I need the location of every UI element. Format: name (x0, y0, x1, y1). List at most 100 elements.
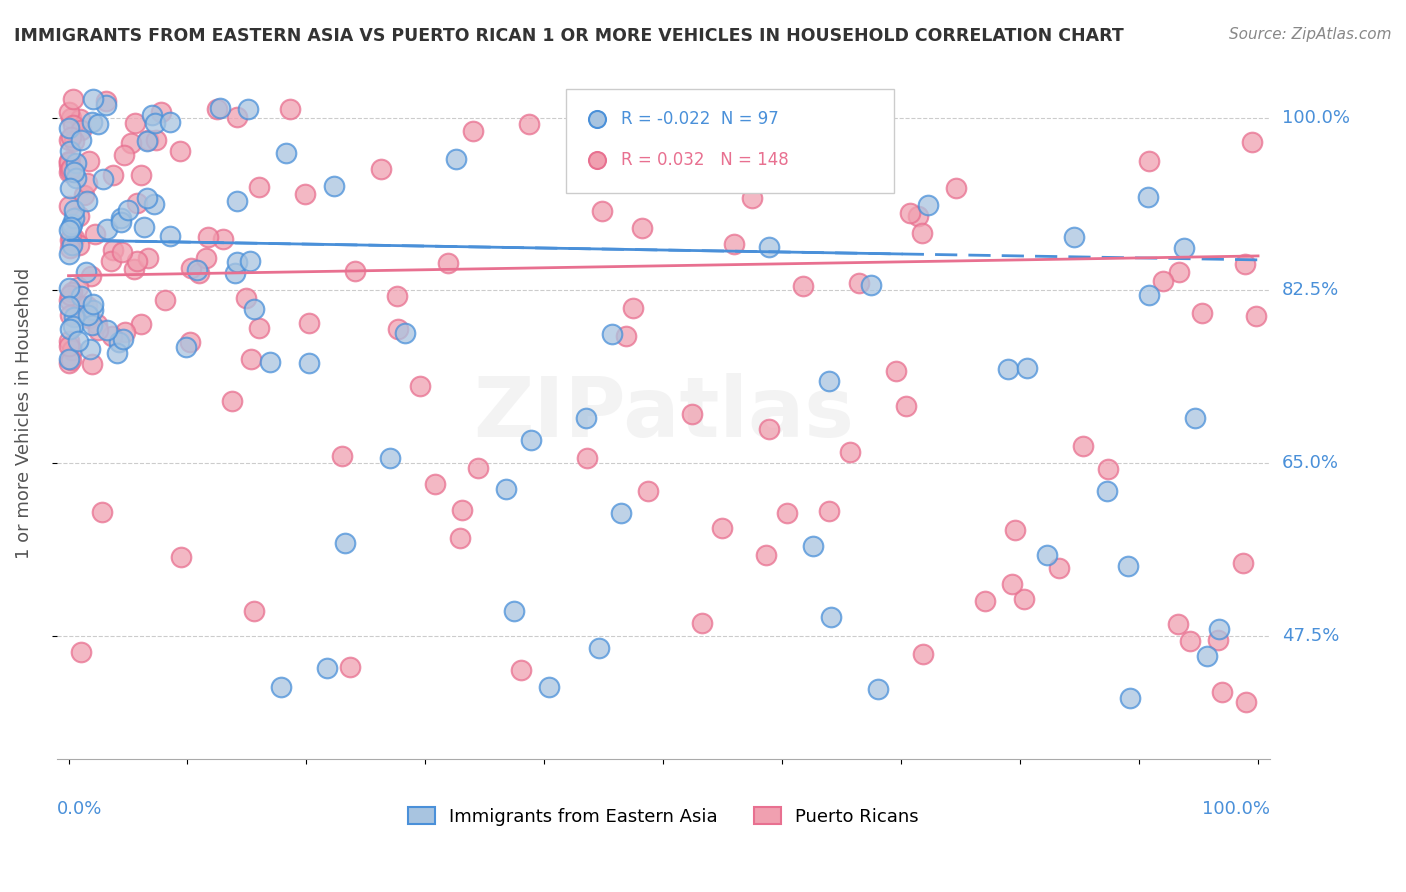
Point (741, 191, 763, 205)
Point (610, 506, 633, 520)
Point (681, 407, 703, 421)
Point (711, 521, 734, 535)
Point (169, 144, 191, 158)
Text: R = -0.022  N = 97: R = -0.022 N = 97 (621, 110, 779, 128)
Point (59, 322, 82, 336)
Point (205, 102, 228, 116)
Point (868, 681, 890, 696)
Point (82, 357, 104, 371)
Point (96, 97, 118, 112)
Point (1197, 649, 1219, 664)
Point (59, 230, 82, 244)
Point (225, 194, 247, 209)
Point (70, 133, 93, 147)
Point (461, 123, 484, 137)
Point (180, 260, 202, 275)
Point (111, 332, 134, 346)
Text: 82.5%: 82.5% (1282, 282, 1340, 300)
Point (1184, 410, 1206, 425)
Point (58, 293, 80, 307)
Point (315, 661, 337, 675)
Point (409, 379, 432, 393)
Point (1012, 591, 1035, 606)
Point (1211, 685, 1233, 699)
Point (226, 111, 249, 125)
Point (80, 115, 103, 129)
Point (58, 155, 80, 169)
Point (141, 108, 163, 122)
Point (1232, 556, 1254, 570)
Point (1208, 622, 1230, 636)
Point (96, 221, 118, 235)
Point (197, 229, 219, 244)
Point (538, 680, 561, 694)
Point (1119, 690, 1142, 705)
Point (221, 394, 243, 409)
Text: ZIPatlas: ZIPatlas (472, 373, 853, 454)
Point (93, 172, 115, 186)
Point (278, 103, 301, 117)
Point (87, 323, 110, 337)
Point (58, 223, 80, 237)
Point (436, 256, 458, 270)
Point (575, 450, 598, 465)
Point (63, 310, 86, 324)
Point (839, 445, 862, 459)
Point (247, 321, 270, 335)
Point (898, 206, 921, 220)
Point (75, 265, 97, 279)
Point (101, 243, 124, 257)
Point (96, 94, 118, 108)
Point (60, 343, 83, 357)
Text: 0.0%: 0.0% (56, 800, 103, 819)
Point (82, 302, 104, 317)
Point (143, 197, 166, 211)
Point (153, 293, 176, 307)
Point (87, 117, 110, 131)
Point (259, 355, 281, 369)
Point (1167, 616, 1189, 631)
Point (60, 237, 83, 252)
Point (136, 252, 159, 266)
Point (1152, 274, 1174, 288)
Point (67, 238, 90, 252)
Point (425, 477, 447, 491)
Point (69, 289, 91, 303)
Point (58, 280, 80, 294)
Point (208, 101, 231, 115)
Point (270, 680, 292, 694)
Text: 65.0%: 65.0% (1282, 454, 1339, 472)
Point (131, 318, 153, 332)
Point (792, 279, 814, 293)
Text: 100.0%: 100.0% (1282, 109, 1350, 127)
Text: R = 0.032   N = 148: R = 0.032 N = 148 (621, 152, 789, 169)
Point (247, 179, 270, 194)
Point (58, 105, 80, 120)
Point (96, 323, 118, 337)
Point (1063, 229, 1085, 244)
Point (72, 299, 94, 313)
Point (73, 187, 96, 202)
Point (62, 319, 84, 334)
Point (58, 154, 80, 169)
Point (60, 112, 83, 126)
Point (820, 610, 842, 624)
Point (188, 266, 211, 280)
Point (1191, 306, 1213, 320)
Point (226, 254, 249, 268)
Point (446, 152, 468, 166)
Point (1071, 439, 1094, 453)
Point (121, 136, 143, 150)
Point (343, 264, 366, 278)
Point (136, 134, 159, 148)
Point (1116, 558, 1139, 573)
Point (339, 660, 361, 674)
Point (59, 181, 82, 195)
Point (83, 227, 105, 241)
Point (60, 161, 83, 175)
Point (63, 165, 86, 179)
Point (859, 278, 882, 293)
Point (67, 279, 90, 293)
Point (586, 183, 609, 197)
Point (124, 116, 146, 130)
